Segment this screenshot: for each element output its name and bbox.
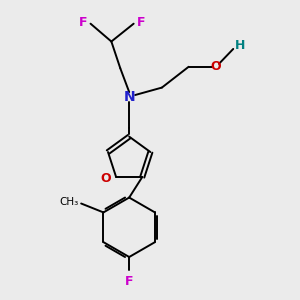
Text: F: F [125,275,134,288]
Text: N: N [123,89,135,103]
Text: O: O [100,172,111,185]
Text: F: F [79,16,87,29]
Text: F: F [137,16,146,29]
Text: H: H [235,40,245,52]
Text: CH₃: CH₃ [59,197,78,207]
Text: O: O [210,60,221,73]
